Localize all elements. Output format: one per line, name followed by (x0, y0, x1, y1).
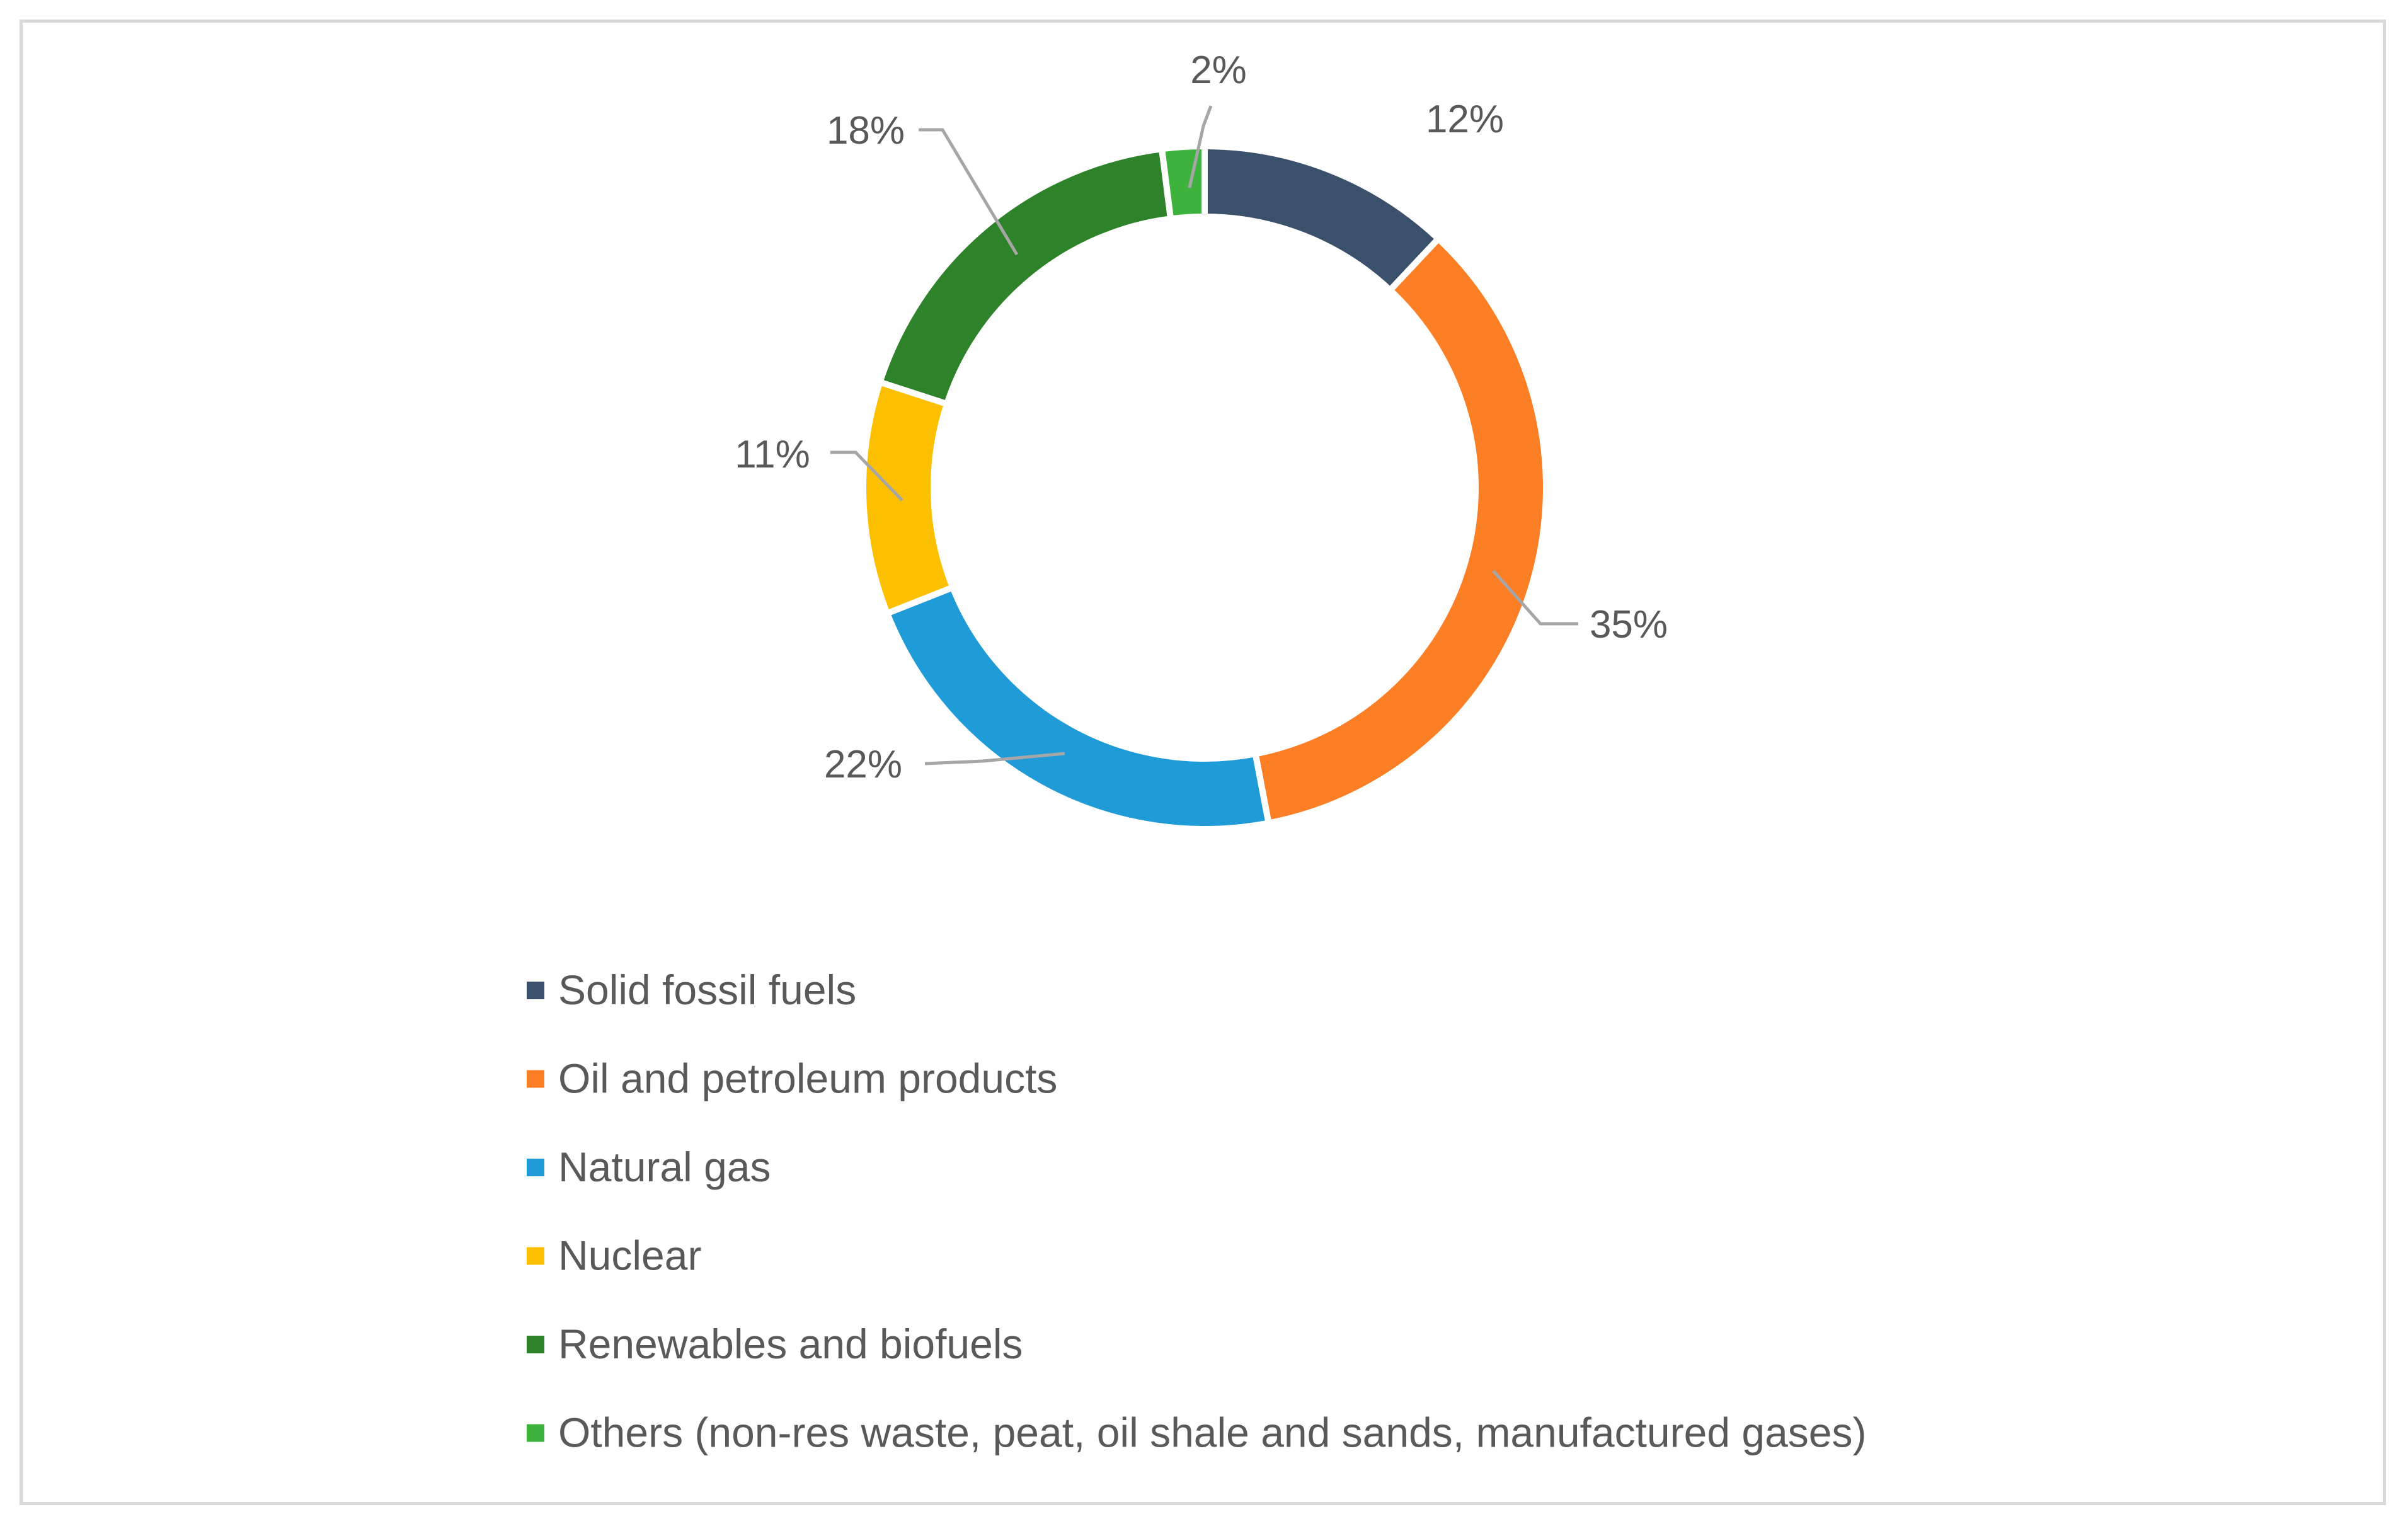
data-label-renewables-and-biofuels: 18% (827, 109, 905, 152)
slice-solid-fossil-fuels (1201, 142, 1443, 295)
slice-others-non-res-waste-peat-oil-shale-and-sands-manufactured-gases (1158, 142, 1208, 222)
leader-line-natural-gas (924, 752, 1065, 766)
legend-label-solid-fossil-fuels: Solid fossil fuels (558, 966, 856, 1013)
leader-lines (830, 105, 1578, 766)
legend-label-others-non-res-waste-peat-oil-shale-and-sands-manufactured-gases: Others (non-res waste, peat, oil shale a… (558, 1409, 1866, 1456)
legend-swatch-natural-gas (527, 1159, 544, 1176)
leader-line-oil-and-petroleum-products (1492, 570, 1578, 626)
data-label-oil-and-petroleum-products: 35% (1590, 603, 1668, 646)
data-label-others-non-res-waste-peat-oil-shale-and-sands-manufactured-gases: 2% (1190, 49, 1247, 92)
legend-swatch-others-non-res-waste-peat-oil-shale-and-sands-manufactured-gases (527, 1424, 544, 1442)
legend-label-nuclear: Nuclear (558, 1232, 701, 1279)
legend-label-oil-and-petroleum-products: Oil and petroleum products (558, 1055, 1057, 1102)
legend-swatch-oil-and-petroleum-products (527, 1070, 544, 1088)
legend-label-renewables-and-biofuels: Renewables and biofuels (558, 1321, 1023, 1367)
data-label-solid-fossil-fuels: 12% (1426, 98, 1504, 141)
leader-line-nuclear (830, 450, 903, 502)
slice-natural-gas (883, 583, 1273, 832)
legend-swatch-nuclear (527, 1247, 544, 1265)
donut-slices (860, 142, 1549, 832)
leader-line-renewables-and-biofuels (919, 128, 1019, 256)
data-label-nuclear: 11% (735, 433, 810, 476)
data-labels: 12% 35% 22% 11% 18% 2% (735, 49, 1668, 786)
slice-nuclear (860, 378, 957, 618)
slice-renewables-and-biofuels (876, 145, 1174, 408)
legend: Solid fossil fuels Oil and petroleum prod… (527, 966, 1866, 1456)
data-label-natural-gas: 22% (824, 743, 902, 786)
legend-label-natural-gas: Natural gas (558, 1144, 771, 1190)
slice-oil-and-petroleum-products (1251, 234, 1549, 827)
legend-swatch-solid-fossil-fuels (527, 982, 544, 999)
legend-swatch-renewables-and-biofuels (527, 1336, 544, 1353)
leader-line-others-non-res-waste-peat-oil-shale-and-sands-manufactured-gases (1188, 105, 1213, 188)
